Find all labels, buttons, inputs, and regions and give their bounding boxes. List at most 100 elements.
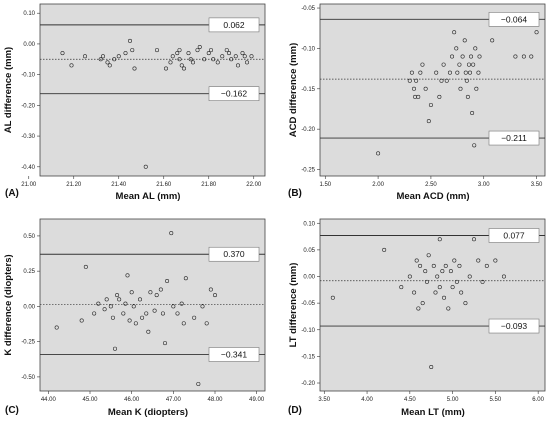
data-point [467, 274, 472, 279]
data-point [245, 60, 250, 65]
panel-label: (C) [5, 405, 19, 416]
data-point [501, 274, 506, 279]
x-tick-label: 45.00 [82, 397, 98, 403]
data-point [155, 48, 160, 53]
panel-c: 44.00 45.00 46.00 47.00 48.00 49.00 0.50 0.25 0.… [3, 218, 266, 418]
data-point [448, 269, 453, 274]
x-tick-label: 21.40 [111, 182, 127, 188]
data-point [138, 297, 143, 302]
data-point [450, 285, 455, 290]
data-point [437, 285, 442, 290]
data-point [146, 329, 151, 334]
data-point [220, 54, 225, 59]
data-point [428, 102, 433, 107]
data-point [209, 48, 214, 53]
y-tick-label: -0.05 [301, 301, 315, 307]
data-point [376, 151, 381, 156]
x-axis-title: Mean K (diopters) [108, 407, 188, 418]
data-point [443, 263, 448, 268]
data-point [476, 258, 481, 263]
plot-area [319, 3, 546, 177]
y-tick-label: -0.05 [301, 6, 315, 12]
x-axis-title: Mean LT (mm) [401, 407, 465, 418]
y-tick-label: 0.05 [303, 248, 315, 254]
data-point [195, 48, 200, 53]
data-point [169, 231, 174, 236]
data-point [467, 70, 472, 75]
data-point [175, 311, 180, 316]
x-tick-label: 1.50 [319, 182, 331, 188]
data-point [164, 66, 169, 71]
y-axis-title: K difference (diopters) [3, 254, 14, 355]
data-point [170, 54, 175, 59]
data-point [148, 290, 153, 295]
y-tick-label: -0.10 [301, 328, 315, 334]
lower-limit-label: −0.093 [501, 321, 528, 331]
data-point [529, 54, 534, 59]
y-axis-title: ACD difference (mm) [288, 43, 299, 138]
data-point [200, 304, 205, 309]
plot-area [39, 218, 266, 392]
data-point [435, 274, 440, 279]
data-point [104, 297, 109, 302]
x-tick-label: 21.80 [201, 182, 217, 188]
data-point [414, 258, 419, 263]
data-point [426, 253, 431, 258]
data-point [92, 311, 97, 316]
data-point [242, 54, 247, 59]
panel-label: (B) [288, 188, 302, 199]
data-point [143, 164, 148, 169]
data-point [98, 57, 103, 62]
data-point [431, 263, 436, 268]
data-point [472, 143, 477, 148]
data-point [490, 38, 495, 43]
data-point [188, 57, 193, 62]
data-point [412, 290, 417, 295]
y-tick-label: 0.10 [23, 11, 35, 17]
data-point [452, 258, 457, 263]
data-point [420, 62, 425, 67]
data-point [175, 51, 180, 56]
x-tick-label: 3.50 [531, 182, 543, 188]
x-tick-label: 21.60 [156, 182, 172, 188]
data-point [132, 66, 137, 71]
x-tick-label: 4.50 [404, 397, 416, 403]
data-point [249, 54, 254, 59]
x-axis-title: Mean AL (mm) [116, 191, 181, 202]
data-point [446, 306, 451, 311]
data-point [416, 306, 421, 311]
data-point [450, 54, 455, 59]
data-point [534, 30, 539, 35]
data-point [215, 60, 220, 65]
lower-limit-label: −0.162 [221, 89, 248, 99]
data-point [434, 70, 439, 75]
data-point [459, 290, 464, 295]
data-point [160, 311, 165, 316]
data-point [440, 269, 445, 274]
data-point [439, 78, 444, 83]
panel-label: (D) [288, 405, 302, 416]
data-point [418, 70, 423, 75]
x-tick-label: 48.00 [207, 397, 223, 403]
data-point [191, 60, 196, 65]
data-point [144, 311, 149, 316]
upper-limit-label: 0.062 [223, 20, 245, 30]
data-point [463, 70, 468, 75]
data-point [129, 290, 134, 295]
data-point [179, 63, 184, 68]
data-point [110, 315, 115, 320]
y-axis-title: LT difference (mm) [288, 263, 299, 348]
data-point [457, 62, 462, 67]
data-point [423, 269, 428, 274]
panel-label: (A) [5, 188, 19, 199]
data-point [192, 315, 197, 320]
data-point [152, 308, 157, 313]
data-point [424, 279, 429, 284]
x-tick-label: 3.00 [478, 182, 490, 188]
y-tick-label: 0.10 [303, 221, 315, 227]
data-point [96, 301, 101, 306]
data-point [177, 48, 182, 53]
data-point [469, 54, 474, 59]
lower-limit-label: −0.341 [221, 349, 248, 359]
data-point [452, 30, 457, 35]
